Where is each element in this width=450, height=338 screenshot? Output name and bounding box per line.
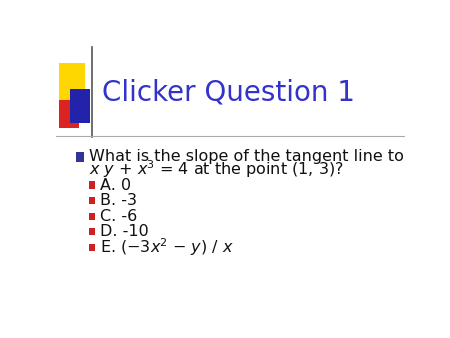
Text: What is the slope of the tangent line to: What is the slope of the tangent line to: [90, 149, 404, 164]
Text: B. -3: B. -3: [100, 193, 137, 208]
Text: $\it{x}$ $\it{y}$ + $\it{x}$$^{3}$ = 4 at the point (1, 3)?: $\it{x}$ $\it{y}$ + $\it{x}$$^{3}$ = 4 a…: [90, 159, 344, 180]
FancyBboxPatch shape: [76, 152, 84, 162]
Text: D. -10: D. -10: [100, 224, 148, 239]
FancyBboxPatch shape: [90, 182, 95, 189]
FancyBboxPatch shape: [90, 197, 95, 204]
Text: A. 0: A. 0: [100, 177, 131, 193]
FancyBboxPatch shape: [59, 100, 79, 128]
Text: Clicker Question 1: Clicker Question 1: [102, 79, 355, 106]
FancyBboxPatch shape: [90, 213, 95, 220]
FancyBboxPatch shape: [90, 228, 95, 236]
FancyBboxPatch shape: [90, 244, 95, 251]
FancyBboxPatch shape: [59, 63, 85, 103]
FancyBboxPatch shape: [69, 89, 90, 123]
Text: C. -6: C. -6: [100, 209, 137, 224]
Text: E. $(-3\it{x}$$^{2}$ $-$ $\it{y}$) / $\it{x}$: E. $(-3\it{x}$$^{2}$ $-$ $\it{y}$) / $\i…: [100, 237, 234, 258]
